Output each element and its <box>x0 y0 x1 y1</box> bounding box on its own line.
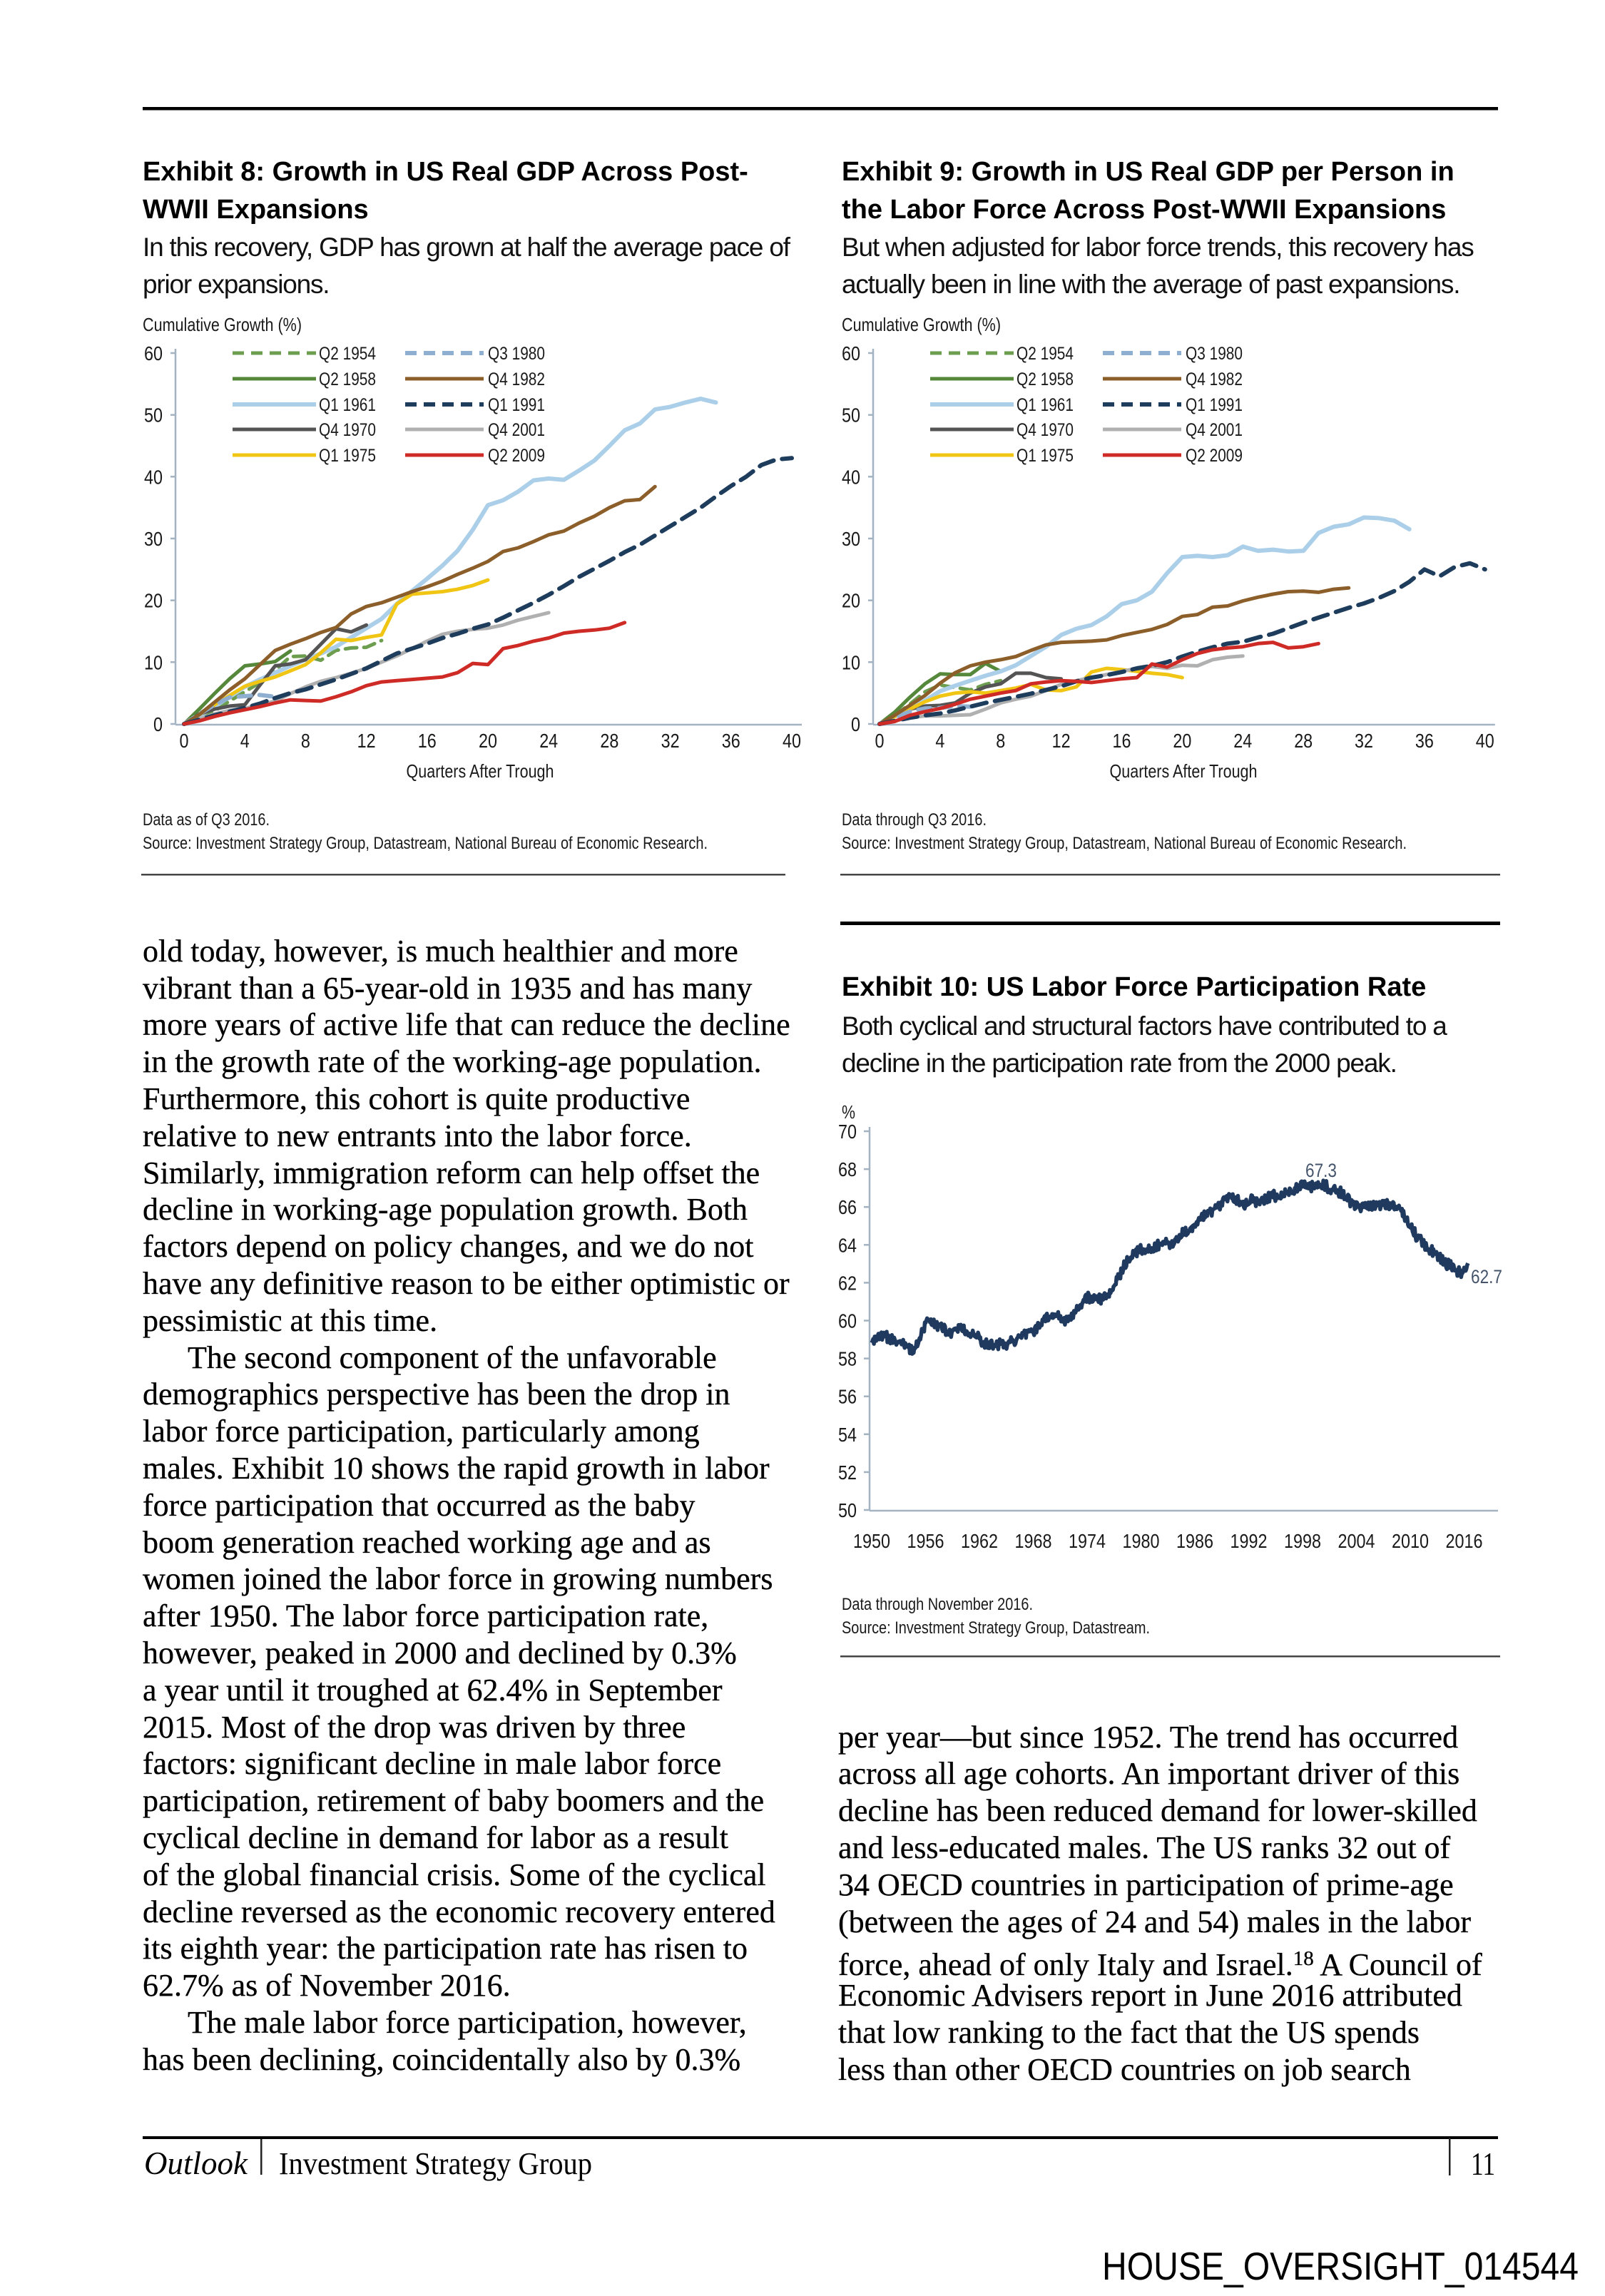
svg-text:8: 8 <box>301 730 310 752</box>
svg-text:1974: 1974 <box>1069 1530 1106 1552</box>
svg-text:Q1 1975: Q1 1975 <box>1017 446 1074 466</box>
svg-text:Q1 1991: Q1 1991 <box>1186 395 1243 415</box>
svg-text:Q2 1958: Q2 1958 <box>1017 369 1074 389</box>
svg-text:10: 10 <box>842 651 860 673</box>
svg-text:54: 54 <box>838 1424 857 1446</box>
svg-text:Q4 1970: Q4 1970 <box>1017 420 1074 440</box>
svg-text:64: 64 <box>838 1234 857 1256</box>
svg-text:66: 66 <box>838 1196 857 1218</box>
svg-text:0: 0 <box>180 730 189 752</box>
svg-text:Q2 1958: Q2 1958 <box>319 369 376 389</box>
svg-text:Q3 1980: Q3 1980 <box>1186 344 1243 364</box>
svg-text:Data as of Q3 2016.: Data as of Q3 2016. <box>143 810 270 830</box>
svg-text:62.7: 62.7 <box>1471 1266 1502 1287</box>
svg-text:16: 16 <box>418 730 437 752</box>
svg-text:Q3 1980: Q3 1980 <box>488 344 545 364</box>
svg-text:2016: 2016 <box>1446 1530 1483 1552</box>
svg-text:Q4 2001: Q4 2001 <box>488 420 545 440</box>
svg-text:60: 60 <box>838 1310 857 1332</box>
svg-text:24: 24 <box>539 730 558 752</box>
svg-text:HOUSE_OVERSIGHT_014544: HOUSE_OVERSIGHT_014544 <box>1102 2244 1579 2288</box>
svg-text:Investment Strategy Group: Investment Strategy Group <box>279 2146 592 2181</box>
svg-text:32: 32 <box>1355 730 1373 752</box>
svg-text:1968: 1968 <box>1015 1530 1052 1552</box>
svg-text:0: 0 <box>875 730 885 752</box>
svg-text:28: 28 <box>1294 730 1313 752</box>
svg-text:20: 20 <box>479 730 497 752</box>
svg-text:50: 50 <box>144 404 163 427</box>
svg-text:1992: 1992 <box>1230 1530 1268 1552</box>
svg-text:Q1 1991: Q1 1991 <box>488 395 545 415</box>
svg-text:12: 12 <box>357 730 376 752</box>
svg-text:2010: 2010 <box>1392 1530 1429 1552</box>
svg-text:1956: 1956 <box>907 1530 944 1552</box>
svg-text:20: 20 <box>1173 730 1191 752</box>
svg-text:4: 4 <box>240 730 250 752</box>
svg-text:Quarters After Trough: Quarters After Trough <box>1110 760 1258 782</box>
svg-text:30: 30 <box>842 528 860 550</box>
svg-text:Q2 1954: Q2 1954 <box>1017 344 1074 364</box>
svg-text:52: 52 <box>838 1461 857 1484</box>
svg-text:28: 28 <box>600 730 618 752</box>
svg-text:20: 20 <box>842 590 860 612</box>
svg-text:50: 50 <box>842 404 860 427</box>
svg-text:Q2 2009: Q2 2009 <box>488 446 545 466</box>
svg-text:Data through November 2016.: Data through November 2016. <box>842 1595 1033 1614</box>
svg-text:0: 0 <box>153 713 163 735</box>
svg-text:30: 30 <box>144 528 163 550</box>
svg-text:Q4 1970: Q4 1970 <box>319 420 376 440</box>
svg-text:1962: 1962 <box>961 1530 998 1552</box>
svg-text:Q1 1961: Q1 1961 <box>1017 395 1074 415</box>
svg-text:1986: 1986 <box>1176 1530 1213 1552</box>
svg-text:Q4 1982: Q4 1982 <box>1186 369 1243 389</box>
svg-text:40: 40 <box>842 466 860 488</box>
svg-text:56: 56 <box>838 1386 857 1408</box>
svg-text:50: 50 <box>838 1499 857 1521</box>
svg-text:Source: Investment Strategy Gr: Source: Investment Strategy Group, Datas… <box>842 834 1407 853</box>
svg-text:10: 10 <box>144 651 163 673</box>
svg-text:60: 60 <box>842 342 860 364</box>
svg-text:1950: 1950 <box>853 1530 890 1552</box>
svg-text:Data through Q3 2016.: Data through Q3 2016. <box>842 810 987 830</box>
svg-text:40: 40 <box>783 730 801 752</box>
svg-text:70: 70 <box>838 1121 857 1143</box>
svg-text:Source: Investment Strategy Gr: Source: Investment Strategy Group, Datas… <box>143 834 708 853</box>
svg-text:Q1 1961: Q1 1961 <box>319 395 376 415</box>
svg-text:Q4 2001: Q4 2001 <box>1186 420 1243 440</box>
svg-text:1980: 1980 <box>1123 1530 1160 1552</box>
svg-text:67.3: 67.3 <box>1305 1160 1337 1181</box>
svg-text:1998: 1998 <box>1284 1530 1321 1552</box>
svg-text:68: 68 <box>838 1158 857 1180</box>
svg-text:8: 8 <box>996 730 1005 752</box>
svg-text:36: 36 <box>1415 730 1434 752</box>
svg-text:2004: 2004 <box>1338 1530 1375 1552</box>
svg-text:Q2 1954: Q2 1954 <box>319 344 376 364</box>
svg-text:12: 12 <box>1052 730 1071 752</box>
svg-text:Source: Investment Strategy Gr: Source: Investment Strategy Group, Datas… <box>842 1618 1150 1638</box>
svg-text:0: 0 <box>851 713 860 735</box>
svg-text:62: 62 <box>838 1272 857 1294</box>
svg-text:Cumulative Growth (%): Cumulative Growth (%) <box>143 314 302 335</box>
svg-text:40: 40 <box>1476 730 1494 752</box>
svg-text:11: 11 <box>1471 2146 1495 2182</box>
svg-text:Q1 1975: Q1 1975 <box>319 446 376 466</box>
svg-text:Q4 1982: Q4 1982 <box>488 369 545 389</box>
svg-text:60: 60 <box>144 342 163 364</box>
svg-text:Q2 2009: Q2 2009 <box>1186 446 1243 466</box>
svg-text:40: 40 <box>144 466 163 488</box>
svg-text:20: 20 <box>144 590 163 612</box>
svg-text:4: 4 <box>935 730 944 752</box>
svg-text:Quarters After Trough: Quarters After Trough <box>407 760 554 782</box>
svg-text:Outlook: Outlook <box>144 2146 248 2181</box>
svg-text:Cumulative Growth (%): Cumulative Growth (%) <box>842 314 1001 335</box>
svg-text:58: 58 <box>838 1348 857 1370</box>
svg-text:36: 36 <box>722 730 740 752</box>
svg-text:16: 16 <box>1113 730 1131 752</box>
svg-text:32: 32 <box>661 730 680 752</box>
svg-text:24: 24 <box>1233 730 1252 752</box>
svg-text:%: % <box>842 1101 855 1123</box>
